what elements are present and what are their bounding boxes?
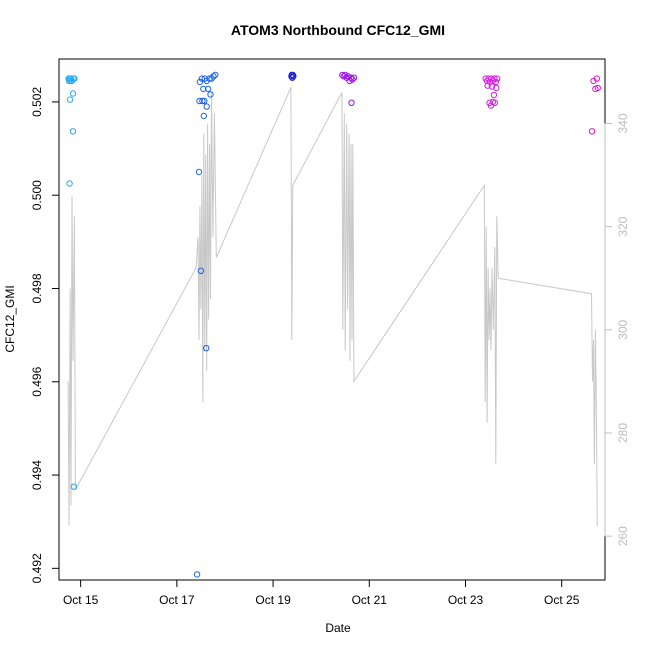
data-point [588,128,596,135]
data-point [70,483,78,490]
data-point [484,82,491,89]
data-point [349,76,356,83]
series-line-altitude [67,87,598,526]
data-point [203,103,210,110]
data-point [593,75,600,82]
data-point [347,74,355,81]
data-point [491,75,498,82]
y-tick-label: 0.502 [30,87,44,117]
x-tick-label: Oct 23 [448,593,484,607]
x-axis-label: Date [325,621,351,635]
y2-tick-label: 300 [616,319,630,339]
data-point [66,96,74,103]
chart-title: ATOM3 Northbound CFC12_GMI [231,22,445,38]
data-point [348,99,355,107]
data-point [494,75,501,82]
data-point [212,71,219,79]
x-axis: Oct 15 Oct 17 Oct 19 Oct 21 Oct 23 Oct 25 [63,579,580,607]
data-point [594,84,601,92]
data-point [71,75,78,82]
plot-area [65,71,601,578]
y-tick-label: 0.492 [30,553,44,583]
data-point [200,85,207,93]
data-point [204,85,212,93]
data-point [207,91,214,98]
y-tick-label: 0.496 [30,366,44,396]
x-tick-label: Oct 19 [255,593,291,607]
data-point [196,97,203,105]
x-tick-label: Oct 15 [63,593,99,607]
data-point [197,267,205,274]
data-point [490,91,498,99]
y2-axis: 260 280 300 320 340 [604,113,630,546]
x-tick-label: Oct 21 [352,593,388,607]
data-point [195,168,203,176]
x-tick-label: Oct 17 [159,593,195,607]
data-point [203,345,210,352]
data-point [289,74,296,81]
y-tick-label: 0.498 [30,273,44,303]
y-axis-label: CFC12_GMI [3,285,17,352]
data-point [199,97,206,105]
data-point [492,78,499,86]
data-point [196,78,204,86]
data-point [491,99,498,107]
data-point [69,90,77,97]
y2-tick-label: 320 [616,216,630,236]
y2-tick-label: 260 [616,526,630,546]
data-point [193,571,201,578]
data-point [201,97,208,105]
data-point [488,83,496,90]
data-point [66,180,73,187]
data-point [339,71,346,79]
data-point [69,128,77,135]
y2-tick-label: 280 [616,423,630,443]
data-point [210,73,217,80]
data-point [350,74,358,81]
data-point [200,112,208,120]
plot-frame [58,58,606,581]
y-axis: 0.492 0.494 0.496 0.498 0.500 0.502 [30,87,60,583]
y-tick-label: 0.500 [30,180,44,210]
data-point [493,84,500,92]
y2-tick-label: 340 [616,113,630,133]
data-point [290,73,297,80]
x-tick-label: Oct 25 [544,593,580,607]
y-tick-label: 0.494 [30,460,44,490]
